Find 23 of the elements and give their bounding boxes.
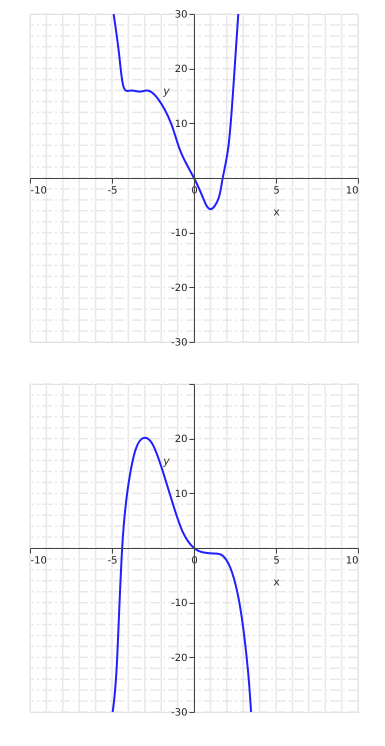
x-tick-label: 10 — [346, 556, 358, 566]
y-tick-label: 10 — [174, 118, 188, 130]
x-axis-title: x — [273, 576, 280, 588]
y-tick-label: -10 — [171, 598, 188, 610]
y-tick-label: 10 — [174, 488, 188, 500]
x-axis-title: x — [273, 206, 280, 218]
x-tick-label: -5 — [108, 186, 118, 196]
y-tick-label: -30 — [171, 708, 188, 718]
y-axis-title: y — [162, 84, 170, 98]
y-tick-label: 30 — [174, 10, 188, 20]
x-tick-label: 5 — [273, 186, 280, 196]
x-tick-label: -10 — [30, 556, 47, 566]
y-tick-label: -30 — [171, 338, 188, 348]
y-tick-label: -20 — [171, 652, 188, 664]
y-tick-label: 20 — [174, 64, 188, 76]
y-tick-label: -20 — [171, 282, 188, 294]
x-tick-label: -10 — [30, 186, 47, 196]
y-tick-label: -10 — [171, 228, 188, 240]
x-tick-label: -5 — [108, 556, 118, 566]
y-axis-title: y — [162, 454, 170, 468]
x-tick-label: 10 — [346, 186, 358, 196]
y-tick-label: 20 — [174, 434, 188, 446]
x-tick-label: 5 — [273, 556, 280, 566]
